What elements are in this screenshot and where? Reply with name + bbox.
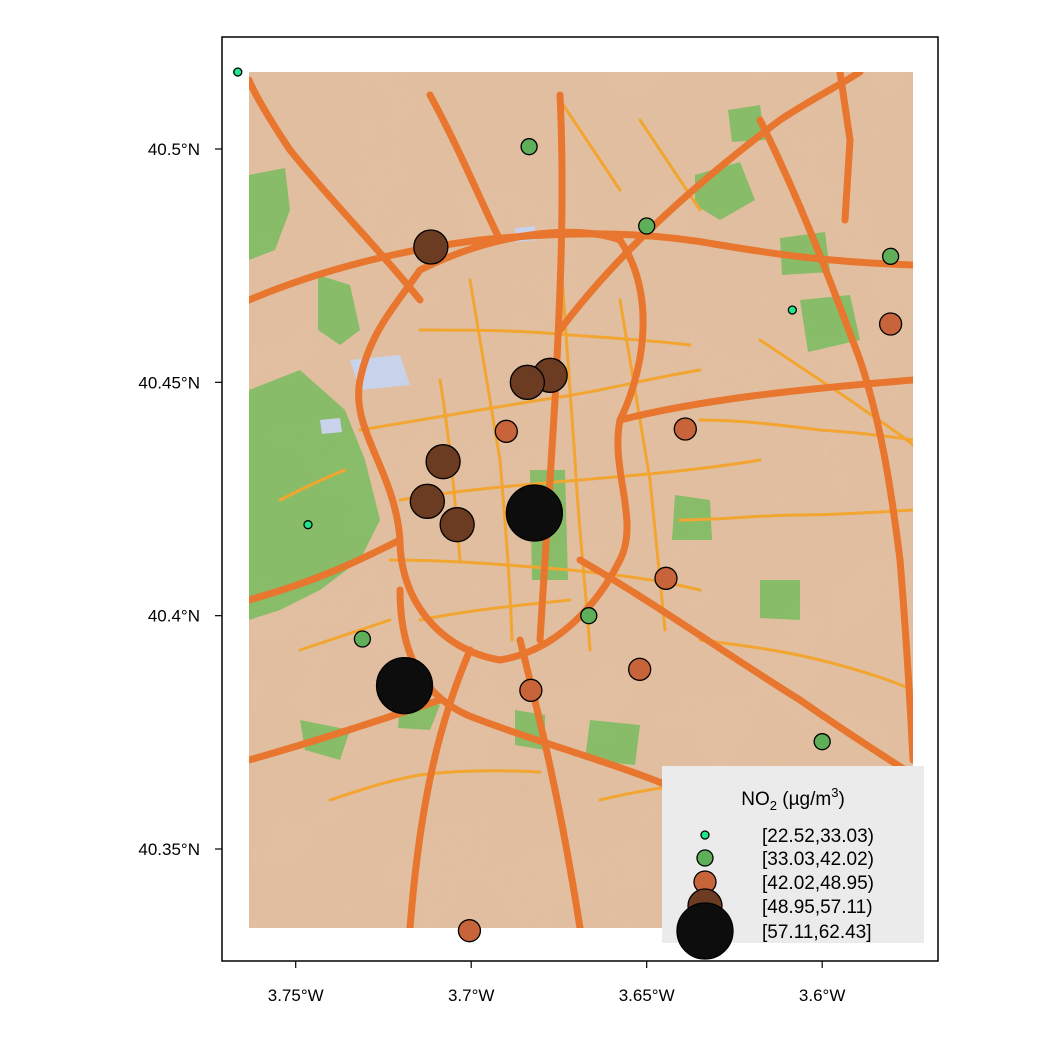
legend-label: [57.11,62.43] [762, 922, 872, 943]
legend-symbol [676, 902, 734, 960]
road-m40-east [756, 116, 913, 764]
station-marker [457, 919, 482, 943]
x-tick-label: 3.7°W [448, 986, 494, 1005]
legend-label: [22.52,33.03) [762, 826, 874, 847]
station-marker [878, 312, 903, 336]
station-marker [409, 483, 445, 519]
y-tick-label: 40.35°N [138, 840, 200, 859]
station-markers [233, 67, 903, 943]
station-marker [353, 630, 372, 648]
station-marker [505, 484, 564, 542]
station-marker [375, 657, 434, 715]
station-marker [628, 657, 652, 681]
road-castellana [536, 91, 566, 644]
legend-symbol [696, 849, 714, 867]
station-marker [509, 364, 546, 400]
park-southeast [585, 720, 640, 765]
legend-items: [22.52,33.03)[33.03,42.02) [42.02,48.95) [… [676, 826, 874, 960]
legend: NO2 (µg/m3) [22.52,33.03)[33.03,42.02) [4… [662, 766, 924, 960]
legend-label: [42.02,48.95) [762, 873, 874, 894]
station-marker [787, 305, 797, 315]
legend-label: [33.03,42.02) [762, 849, 874, 870]
park-north [728, 105, 765, 142]
plot-frame [221, 36, 939, 962]
legend-label: [48.95,57.11) [762, 897, 873, 918]
road-m40-north [249, 230, 913, 304]
road-northeast [836, 72, 854, 224]
parks [249, 105, 860, 765]
park-south-east-2 [760, 580, 800, 620]
station-marker [439, 507, 475, 543]
station-marker [813, 733, 831, 751]
station-marker [520, 138, 538, 156]
y-tick-label: 40.45°N [138, 373, 200, 392]
park-casa-de-campo [249, 370, 380, 620]
station-marker [494, 419, 518, 443]
road-a5 [249, 536, 404, 604]
station-marker [303, 520, 313, 530]
station-marker [638, 217, 656, 235]
station-marker [413, 229, 449, 265]
station-marker [580, 607, 598, 625]
legend-symbol [700, 830, 710, 840]
station-marker [673, 417, 697, 441]
park-northeast-3 [800, 295, 860, 352]
park-east [672, 495, 712, 540]
y-tick-label: 40.4°N [148, 607, 200, 626]
x-axis: 3.75°W 3.7°W 3.65°W 3.6°W [268, 961, 845, 1005]
station-marker [233, 67, 243, 77]
station-marker [519, 678, 543, 702]
road-a42 [406, 646, 474, 928]
road-a1 [556, 72, 864, 334]
x-tick-label: 3.75°W [268, 986, 324, 1005]
water-east [320, 418, 342, 434]
y-tick-label: 40.5°N [148, 140, 200, 159]
road-a3 [576, 556, 913, 779]
y-axis: 40.5°N 40.45°N 40.4°N 40.35°N [138, 140, 222, 859]
road-a4 [516, 636, 584, 928]
road-a6 [249, 76, 424, 304]
major-roads [249, 72, 913, 928]
basemap [249, 72, 913, 928]
station-marker [654, 566, 678, 590]
park-northwest [318, 275, 360, 345]
park-monte-del-pardo [249, 168, 290, 260]
x-tick-label: 3.65°W [619, 986, 675, 1005]
station-marker [425, 444, 461, 480]
road-north [426, 91, 504, 244]
legend-title: NO2 (µg/m3) [741, 785, 845, 813]
x-tick-label: 3.6°W [799, 986, 845, 1005]
station-marker [881, 247, 900, 265]
